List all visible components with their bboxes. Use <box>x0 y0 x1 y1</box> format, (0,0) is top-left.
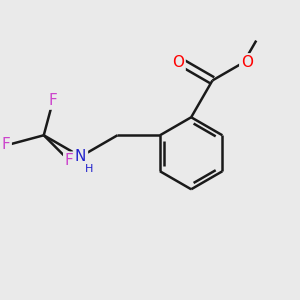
Text: O: O <box>172 55 184 70</box>
Text: N: N <box>75 149 86 164</box>
Text: F: F <box>49 93 58 108</box>
Text: H: H <box>85 164 93 174</box>
Text: F: F <box>1 137 10 152</box>
Text: F: F <box>65 153 74 168</box>
Text: O: O <box>241 55 253 70</box>
